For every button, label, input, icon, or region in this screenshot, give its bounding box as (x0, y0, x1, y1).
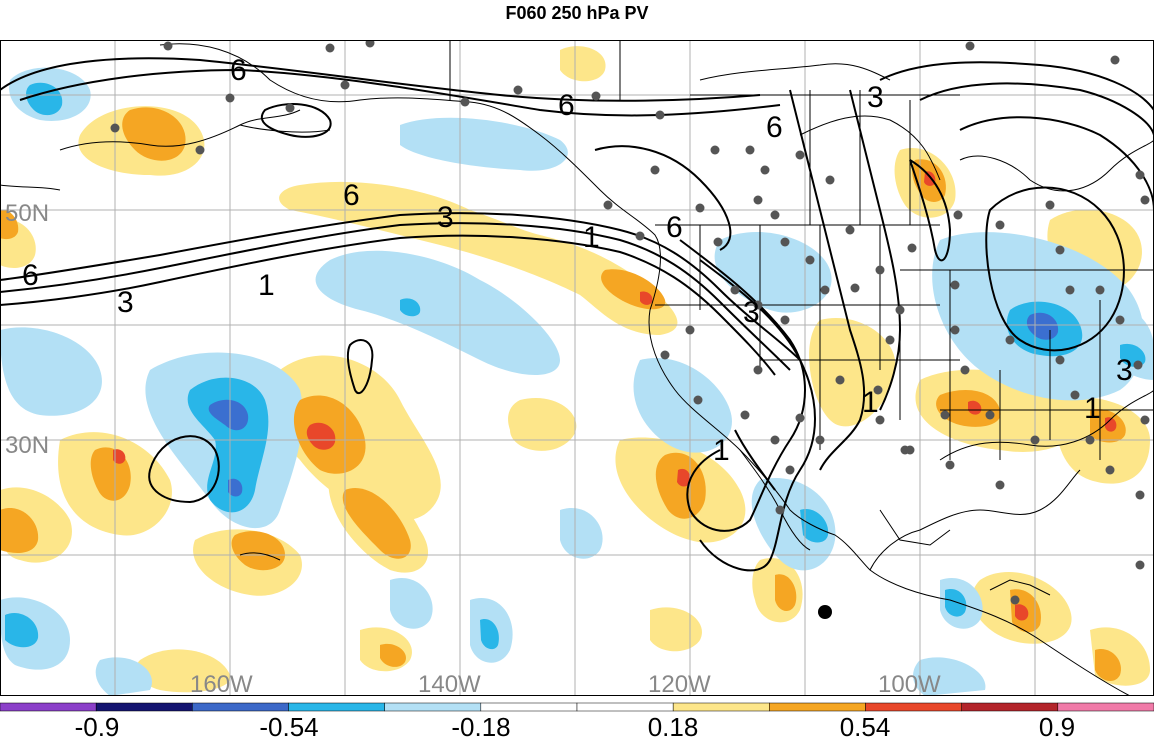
colorbar-swatch (961, 702, 1059, 712)
contour-label: 3 (117, 286, 134, 319)
contour-label: 6 (766, 111, 783, 144)
colorbar-swatch (672, 702, 770, 712)
colorbar-swatch (769, 702, 866, 712)
colorbar-label: 0.18 (648, 712, 699, 739)
colorbar-swatch (1057, 702, 1154, 712)
contour-label: 6 (666, 211, 683, 244)
colorbar-swatch (865, 702, 962, 712)
map-title: F060 250 hPa PV (505, 3, 649, 23)
colorbar-label: -0.9 (75, 712, 120, 739)
colorbar-swatch (384, 702, 482, 712)
contour-label: 3 (867, 81, 884, 114)
contour-label: 3 (437, 201, 454, 234)
contour-label: 6 (343, 179, 360, 212)
lon-label-140w: 140W (418, 671, 481, 696)
contour-label: 1 (713, 434, 730, 467)
colorbar-label: -0.54 (259, 712, 318, 739)
colorbar-label: 0.54 (840, 712, 891, 739)
contour-label: 3 (1116, 354, 1133, 387)
colorbar: -0.9 -0.54 -0.18 0.18 0.54 0.9 (0, 702, 1154, 739)
colorbar-swatch (480, 702, 578, 712)
lon-label-120w: 120W (648, 671, 711, 696)
contour-label: 3 (743, 296, 760, 329)
colorbar-swatch (576, 702, 674, 712)
pv-map: 50N 30N 160W 140W 120W 100W 6 6 6 3 1 6 … (0, 40, 1154, 696)
colorbar-swatch (288, 702, 385, 712)
colorbar-label: 0.9 (1039, 712, 1075, 739)
marker-dot (818, 605, 832, 619)
colorbar-label: -0.18 (451, 712, 510, 739)
station-markers (110, 40, 1150, 605)
colorbar-swatch (0, 702, 97, 712)
contour-label: 1 (258, 269, 275, 302)
lon-label-100w: 100W (878, 671, 941, 696)
colorbar-boxes (0, 702, 1154, 712)
pv-positive-strong (113, 171, 1117, 621)
pv-contours (0, 57, 1154, 572)
colorbar-swatch (192, 702, 289, 712)
lat-label-50n: 50N (5, 200, 49, 227)
contour-label: 6 (230, 54, 247, 87)
lon-label-160w: 160W (190, 671, 253, 696)
contour-label: 1 (862, 386, 879, 419)
contour-label: 6 (22, 259, 39, 292)
contour-label: 1 (583, 221, 600, 254)
contour-label: 6 (558, 89, 575, 122)
lat-label-30n: 30N (5, 432, 49, 459)
contour-labels: 6 6 6 3 1 6 3 1 6 3 1 3 6 3 1 1 (22, 54, 1133, 467)
contour-label: 1 (1084, 392, 1101, 425)
colorbar-swatch (95, 702, 193, 712)
colorbar-labels: -0.9 -0.54 -0.18 0.18 0.54 0.9 (75, 712, 1075, 739)
